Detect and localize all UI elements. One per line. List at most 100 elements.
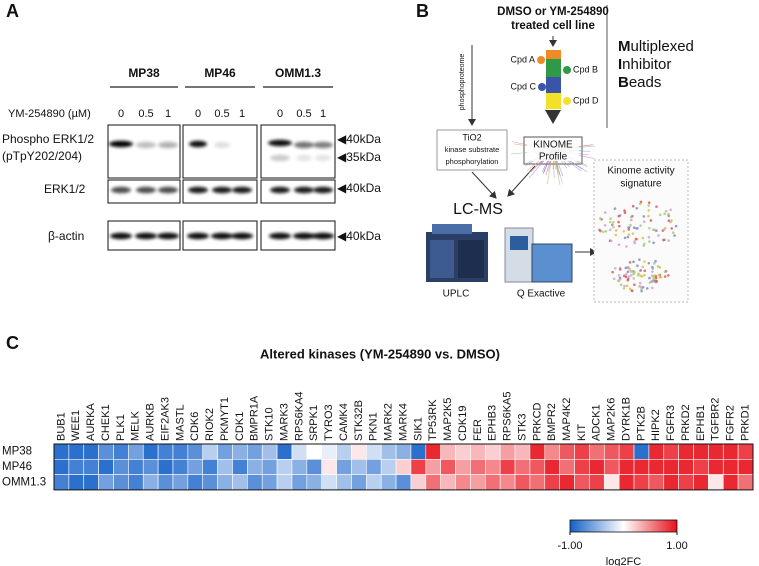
signature-dot xyxy=(657,234,660,237)
heatmap-cell xyxy=(470,443,486,460)
heatmap-cell xyxy=(395,443,412,460)
signature-dot xyxy=(657,273,661,277)
colorbar-tick-label: 1.00 xyxy=(666,540,687,552)
column-label: MAP2K5 xyxy=(442,398,454,441)
column-label: MARK4 xyxy=(397,403,409,441)
heatmap-cell xyxy=(440,458,456,475)
blot-band xyxy=(136,186,156,194)
blot-band xyxy=(158,141,178,149)
heatmap-cell xyxy=(678,443,694,460)
signature-dot xyxy=(642,215,646,218)
signature-dot xyxy=(628,287,632,291)
dose-label: 0.5 xyxy=(214,108,229,120)
signature-dot xyxy=(667,219,671,222)
signature-dot xyxy=(652,274,656,277)
signature-dot xyxy=(638,258,641,261)
column-label: ADCK1 xyxy=(591,404,603,441)
heatmap-cell xyxy=(98,474,114,491)
signature-dot xyxy=(627,275,631,278)
signature-dot xyxy=(667,212,670,216)
column-label: BUB1 xyxy=(55,412,67,441)
signature-dot xyxy=(614,229,618,232)
blot-band xyxy=(214,141,230,149)
signature-dot xyxy=(639,224,642,227)
kinome-text: KINOME xyxy=(533,140,573,151)
signature-dot xyxy=(651,265,654,269)
heatmap-cell xyxy=(83,443,99,460)
heatmap-cell xyxy=(499,458,516,475)
signature-dot xyxy=(641,285,645,289)
signature-dot xyxy=(650,286,654,290)
column-label: RPS6KA4 xyxy=(293,391,305,441)
heatmap-cell xyxy=(663,458,679,475)
heatmap-cell xyxy=(678,474,694,491)
heatmap-cell xyxy=(128,458,144,475)
heatmap-cell xyxy=(68,458,85,475)
cell-line-label: MP38 xyxy=(128,66,160,80)
signature-dot xyxy=(627,233,631,236)
heatmap-cell xyxy=(544,458,560,475)
signature-dot xyxy=(610,223,614,227)
heatmap-cell xyxy=(529,474,546,491)
heatmap-cell xyxy=(455,443,471,460)
column-label: BMPR2 xyxy=(546,403,558,441)
heatmap-cell xyxy=(618,443,635,460)
signature-dot xyxy=(629,273,633,277)
signature-dot xyxy=(663,212,666,216)
signature-dot xyxy=(626,265,630,269)
heatmap-cell xyxy=(410,474,427,491)
column-label: MAP2K6 xyxy=(606,398,618,441)
uplc-instrument xyxy=(426,224,488,282)
heatmap-cell xyxy=(128,443,144,460)
signature-dot xyxy=(630,218,633,222)
blot-band xyxy=(232,186,252,194)
heatmap-cell xyxy=(247,474,263,491)
column-label: EPHB1 xyxy=(695,405,707,441)
heatmap-cell xyxy=(514,474,531,491)
signature-dot xyxy=(639,268,643,272)
signature-dot xyxy=(626,270,630,274)
signature-dot xyxy=(598,217,602,220)
signature-dot xyxy=(663,270,667,274)
signature-dot xyxy=(631,232,635,235)
column-label: MARK3 xyxy=(278,403,290,441)
heatmap-cell xyxy=(425,458,441,475)
heatmap-cell xyxy=(559,443,575,460)
signature-dot xyxy=(654,259,657,263)
heatmap-cell xyxy=(589,458,605,475)
heatmap-cell xyxy=(574,474,590,491)
blot-band xyxy=(313,141,333,149)
heatmap-cell xyxy=(217,474,233,491)
tio2-text: phosphorylation xyxy=(446,157,499,166)
signature-dot xyxy=(652,228,655,231)
heatmap-cell xyxy=(589,474,605,491)
column-label: MAP4K2 xyxy=(561,398,573,441)
blot-band xyxy=(296,154,312,162)
column-label: PRKCD xyxy=(531,402,543,441)
signature-dot xyxy=(638,281,642,285)
dose-label: 0.5 xyxy=(138,108,153,120)
column-label: FGFR3 xyxy=(665,405,677,441)
heatmap-cell xyxy=(306,474,323,491)
column-label: FGFR2 xyxy=(725,405,737,441)
signature-dot xyxy=(609,217,612,221)
panel-label: A xyxy=(6,1,19,21)
signature-text: Kinome activity xyxy=(607,166,674,177)
column-label: KIT xyxy=(576,424,588,441)
signature-dot xyxy=(641,265,645,269)
signature-dot xyxy=(642,242,646,246)
signature-dot xyxy=(623,209,626,212)
column-label: WEE1 xyxy=(70,410,82,441)
blot-frame xyxy=(182,124,258,179)
heatmap-cell xyxy=(722,443,739,460)
signature-dot xyxy=(653,262,656,265)
signature-dot xyxy=(667,239,671,242)
column-label: MASTL xyxy=(174,404,186,441)
heatmap-cell xyxy=(574,443,590,460)
column-label: MARK2 xyxy=(383,403,395,441)
signature-dot xyxy=(601,230,605,234)
colorbar xyxy=(569,519,678,533)
blot-band xyxy=(188,186,208,194)
cell-line-label: MP46 xyxy=(204,66,236,80)
mib-word: Inhibitor xyxy=(618,56,672,73)
